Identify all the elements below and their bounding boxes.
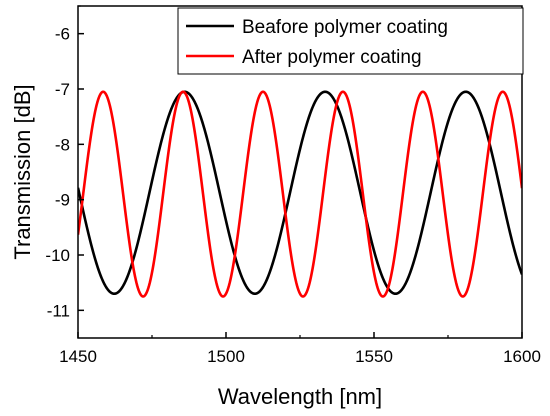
x-tick-label: 1500 <box>207 347 245 366</box>
x-axis-ticks: 1450 1500 1550 1600 <box>59 332 541 366</box>
series-line-before-coating <box>78 90 522 296</box>
legend: Beafore polymer coating After polymer co… <box>177 7 524 75</box>
legend-box <box>177 7 524 75</box>
y-axis-ticks: -11 -10 -9 -8 -7 -6 <box>45 5 84 320</box>
legend-label-after-coating: After polymer coating <box>242 47 422 68</box>
y-tick-label: -7 <box>55 80 70 99</box>
plot-area: 1450 1500 1550 1600 -11 -10 -9 -8 -7 -6 <box>45 5 541 366</box>
x-axis-title: Wavelength [nm] <box>218 384 382 409</box>
series-line-after-coating <box>78 90 522 298</box>
y-tick-label: -8 <box>55 135 70 154</box>
y-axis-title: Transmission [dB] <box>10 84 35 259</box>
y-tick-label: -10 <box>45 246 70 265</box>
series-layer <box>78 90 522 298</box>
y-tick-label: -11 <box>47 301 70 320</box>
x-tick-label: 1600 <box>503 347 541 366</box>
y-tick-label: -6 <box>55 25 70 44</box>
x-tick-label: 1450 <box>59 347 97 366</box>
x-tick-label: 1550 <box>355 347 393 366</box>
legend-label-before-coating: Beafore polymer coating <box>242 17 448 38</box>
y-tick-label: -9 <box>55 191 70 210</box>
